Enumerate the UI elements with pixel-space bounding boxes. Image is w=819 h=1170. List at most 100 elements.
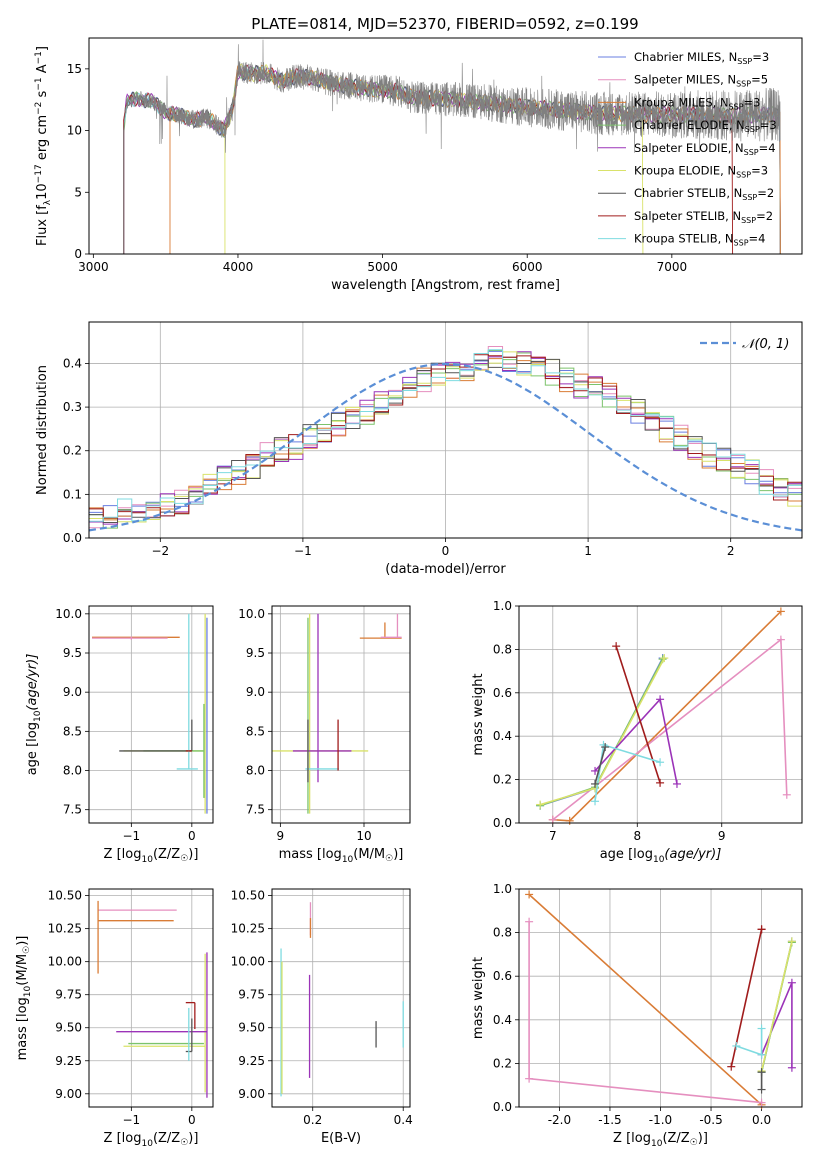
y-axis-label: Flux [fλ10−17 erg cm−2 s−1 A−1] — [34, 46, 53, 246]
x-tick-label: 0.0 — [752, 1113, 771, 1127]
label-part: SSP — [737, 57, 752, 66]
y-tick-label: 0.6 — [493, 969, 512, 983]
legend-label: Chabrier STELIB, NSSP=2 — [634, 186, 774, 202]
y-tick-label: 10.0 — [55, 607, 82, 621]
x-axis-label: Z [log10(Z/Z☉)] — [613, 1131, 708, 1149]
y-tick-label: 10 — [67, 124, 82, 138]
figure-title: PLATE=0814, MJD=52370, FIBERID=0592, z=0… — [251, 15, 638, 33]
label-part: (age/yr)] — [664, 847, 721, 862]
y-tick-label: 8.5 — [63, 724, 82, 738]
legend-label: Chabrier ELODIE, NSSP=3 — [634, 118, 777, 134]
x-tick-label: 0 — [188, 829, 196, 843]
residual-histogram-step — [89, 345, 802, 529]
x-tick-label: 3000 — [78, 260, 109, 274]
y-tick-label: 9.00 — [55, 1087, 82, 1101]
residual-histogram-step — [89, 349, 802, 529]
x-tick-label: 0.2 — [303, 1113, 322, 1127]
label-part: 10 — [651, 1139, 663, 1149]
y-tick-label: 0.8 — [493, 926, 512, 940]
label-part: (M/M — [15, 954, 30, 986]
label-part: SSP — [744, 148, 759, 157]
label-part: =3 — [744, 95, 761, 109]
histogram-axes: −2 −1 0 1 2 0.0 0.1 0.2 0.3 0.4 (data-model)/error… — [35, 321, 803, 577]
normal-reference-curve — [89, 362, 802, 532]
y-tick-label: 0.0 — [493, 1100, 512, 1114]
label-part: =4 — [759, 141, 776, 155]
label-part: SSP — [745, 125, 760, 134]
x-tick-label: -1.0 — [649, 1113, 672, 1127]
y-tick-label: 9.5 — [246, 646, 265, 660]
mass-weight-line — [615, 645, 661, 784]
legend-label: Kroupa STELIB, NSSP=4 — [634, 232, 765, 248]
label-part: Kroupa STELIB, N — [634, 232, 734, 246]
label-part: =4 — [749, 232, 766, 246]
y-axis-label: mass weight — [471, 957, 486, 1039]
label-part: (Z/Z — [153, 1131, 180, 1146]
label-part: Z [log — [613, 1131, 651, 1146]
x-tick-label: 1 — [584, 544, 592, 558]
y-tick-label: 10.00 — [231, 955, 265, 969]
y-tick-label: 8.5 — [246, 724, 265, 738]
x-tick-label: -2.0 — [548, 1113, 571, 1127]
y-tick-label: 1.0 — [493, 882, 512, 896]
y-axis-label: mass weight — [471, 673, 486, 755]
x-axis-label: mass [log10(M/M☉)] — [279, 847, 404, 865]
label-part: E(B-V) — [321, 1131, 361, 1146]
axes-frame — [88, 321, 803, 539]
label-part: )] — [698, 1131, 708, 1146]
y-tick-label: 0.6 — [493, 686, 512, 700]
mass-weight-vs-Z-axes: -2.0 -1.5 -1.0 -0.5 0.0 0.0 0.2 0.4 0.6 0.8 1.0 Z [… — [471, 882, 803, 1149]
y-tick-label: 0.3 — [63, 400, 82, 414]
x-axis-label: Z [log10(Z/Z☉)] — [104, 847, 199, 865]
y-tick-label: 0.4 — [493, 729, 512, 743]
legend-label: 𝒩(0, 1) — [742, 337, 789, 352]
y-tick-label: 0.2 — [63, 444, 82, 458]
x-tick-label: −1 — [122, 1113, 140, 1127]
axes-frame — [271, 605, 411, 824]
label-part: Chabrier ELODIE, N — [634, 118, 745, 132]
residual-histogram-step — [89, 350, 802, 517]
label-part: 10 — [141, 855, 153, 865]
label-part: Kroupa MILES, N — [634, 95, 729, 109]
y-tick-label: 0 — [74, 247, 82, 261]
y-tick-label: 10.25 — [48, 922, 82, 936]
label-part: Z [log — [104, 847, 142, 862]
label-part: SSP — [736, 80, 751, 89]
x-tick-label: 0 — [442, 544, 450, 558]
x-axis-label: (data-model)/error — [385, 562, 506, 577]
label-part: 10 — [653, 855, 665, 865]
label-part: mass weight — [471, 673, 486, 755]
y-tick-label: 10.50 — [48, 889, 82, 903]
label-part: =3 — [760, 118, 777, 132]
label-part: Flux [f — [35, 205, 50, 246]
mass-weight-line — [594, 746, 606, 785]
x-tick-label: 9 — [718, 829, 726, 843]
x-tick-label: 6000 — [512, 260, 543, 274]
label-part: ☉ — [385, 854, 393, 864]
label-part: 10 — [35, 183, 50, 200]
x-axis-label: Z [log10(Z/Z☉)] — [104, 1131, 199, 1149]
x-tick-label: −2 — [151, 544, 169, 558]
label-part: Normed distribution — [35, 365, 50, 495]
mass-weight-line — [539, 657, 666, 806]
x-axis-label: wavelength [Angstrom, rest frame] — [331, 278, 560, 293]
label-part: A — [35, 64, 50, 77]
y-tick-label: 10.50 — [231, 889, 265, 903]
x-tick-label: 2 — [727, 544, 735, 558]
label-part: Salpeter STELIB, N — [634, 209, 741, 223]
label-part: −17 — [34, 164, 44, 183]
legend-label: Salpeter STELIB, NSSP=2 — [634, 209, 773, 225]
label-part: −1 — [34, 51, 44, 64]
label-part: (age/yr)] — [25, 654, 40, 711]
y-tick-label: 0.1 — [63, 487, 82, 501]
y-tick-label: 8.0 — [246, 764, 265, 778]
x-tick-label: −1 — [122, 829, 140, 843]
axes-frame — [88, 888, 214, 1108]
label-part: SSP — [729, 102, 744, 111]
y-tick-label: 10.00 — [48, 955, 82, 969]
label-part: −1 — [34, 77, 44, 90]
y-tick-label: 8.0 — [63, 764, 82, 778]
label-part: ☉ — [180, 1138, 188, 1148]
label-part: age [log — [600, 847, 653, 862]
